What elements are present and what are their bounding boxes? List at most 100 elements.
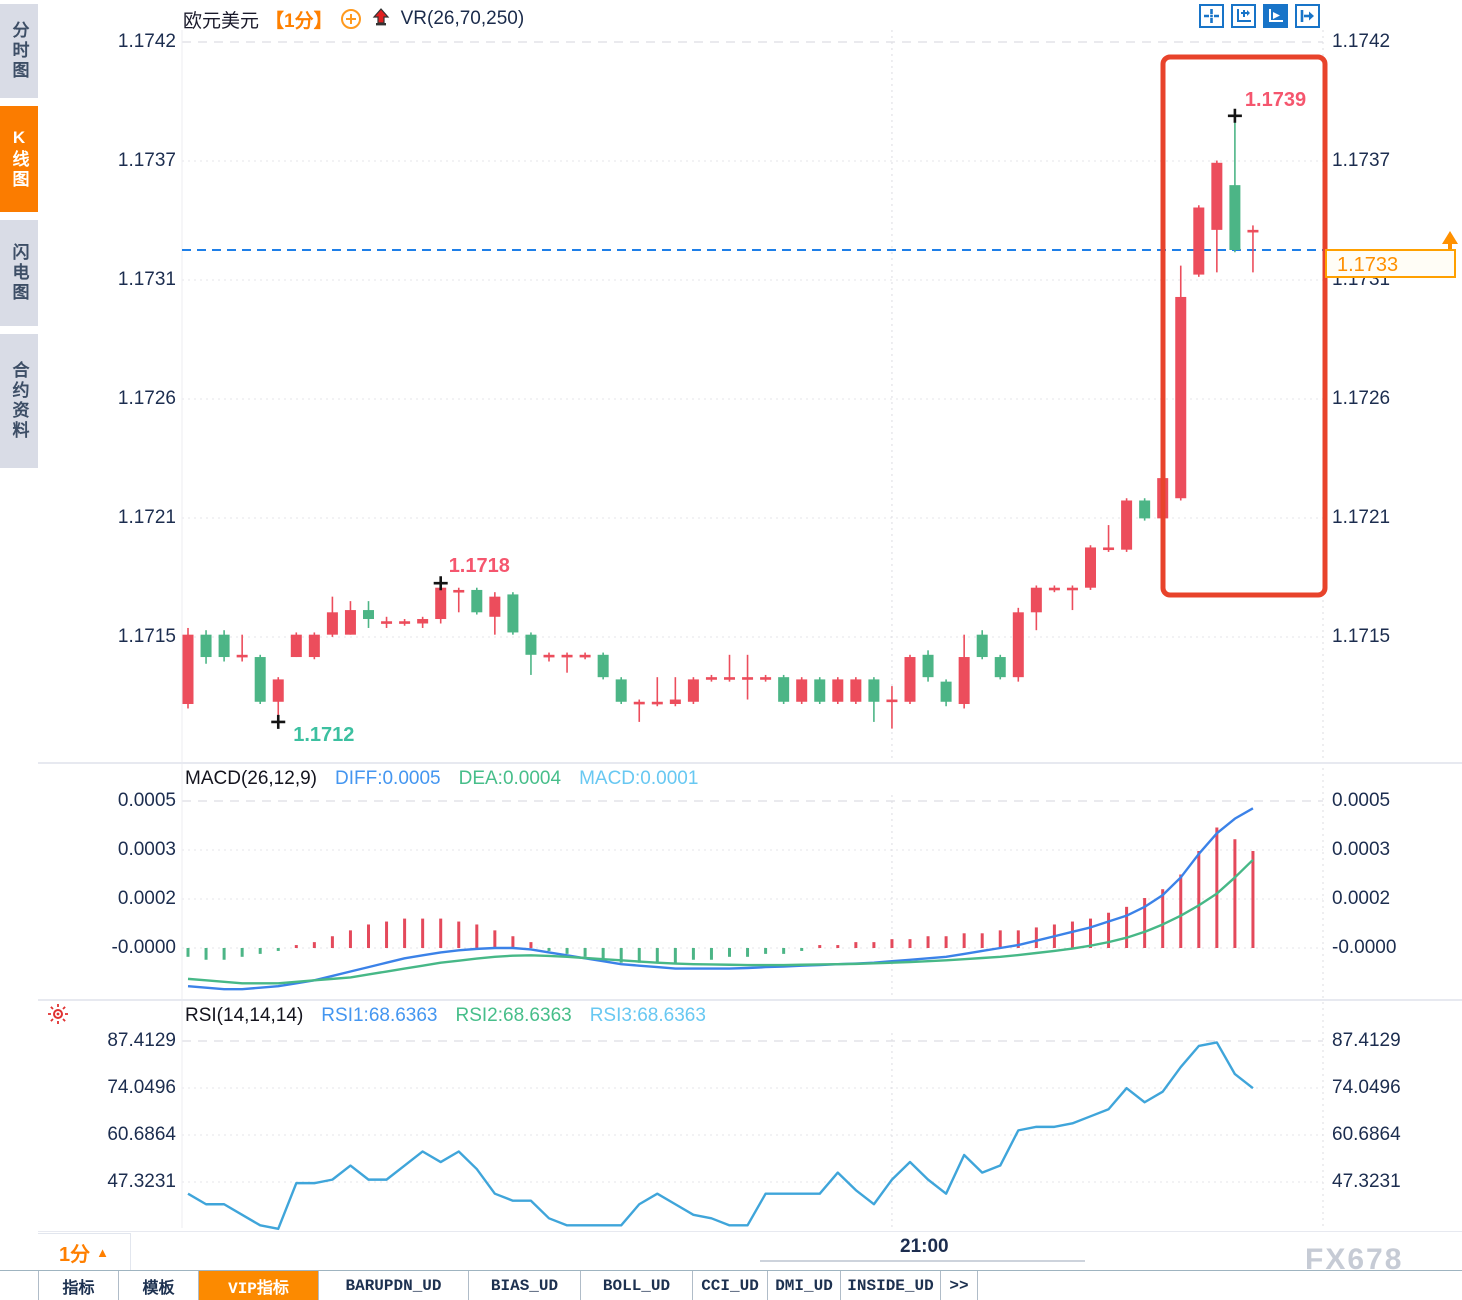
candle-body [886, 699, 898, 703]
price-axis-label-right: 1.1737 [1332, 150, 1391, 171]
candle-body [1121, 500, 1133, 550]
sidebar-item-3[interactable]: 合约资料 [0, 334, 38, 468]
macd-axis-label-right: 0.0003 [1332, 839, 1391, 860]
sidebar-item-2[interactable]: 闪电图 [0, 220, 38, 326]
rsi-axis-label-right: 60.6864 [1332, 1124, 1401, 1145]
indicator-label: VR(26,70,250) [400, 8, 525, 29]
price-axis-label-left: 1.1742 [117, 31, 176, 52]
add-compare-icon[interactable] [340, 9, 361, 29]
macd-dea-line [187, 858, 1254, 985]
candle-body [994, 657, 1006, 678]
candle-body [218, 634, 230, 658]
low-price-annotation: 1.1712 [293, 723, 355, 746]
rsi-axis-label-right: 47.3231 [1332, 1171, 1401, 1192]
chart-header: 欧元美元 【1分】 VR(26,70,250) [183, 6, 524, 32]
extreme-marker-icon [433, 576, 448, 591]
axis-range-icon[interactable] [1231, 4, 1256, 28]
candle-body [1048, 587, 1060, 591]
period-selector-button[interactable]: 1分 ▲ [38, 1233, 131, 1271]
scroll-indicator[interactable] [760, 1260, 1085, 1262]
macd-macd-readout: MACD:0.0001 [579, 768, 699, 789]
macd-diff-line [187, 807, 1254, 991]
tab-bias_ud[interactable]: BIAS_UD [469, 1271, 581, 1300]
candle-body [850, 679, 862, 702]
tab-barupdn_ud[interactable]: BARUPDN_UD [319, 1271, 469, 1300]
candle-body [399, 621, 411, 624]
tab-cci_ud[interactable]: CCI_UD [693, 1271, 768, 1300]
price-axis-label-left: 1.1715 [117, 626, 176, 647]
candle-body [471, 589, 483, 613]
tab-[interactable]: >> [941, 1271, 978, 1300]
tab-dmi_ud[interactable]: DMI_UD [768, 1271, 841, 1300]
period-selector-arrow-icon: ▲ [96, 1245, 109, 1260]
rsi-header: RSI(14,14,14) RSI1:68.6363 RSI2:68.6363 … [185, 1005, 706, 1027]
macd-axis-label-right: -0.0000 [1332, 937, 1397, 958]
macd-dea-readout: DEA:0.0004 [458, 768, 562, 789]
macd-axis-label-right: 0.0002 [1332, 888, 1391, 909]
rsi1-readout: RSI1:68.6363 [321, 1005, 438, 1026]
latest-price-arrow-stem [1448, 244, 1452, 250]
candle-body [1030, 587, 1042, 613]
tab-inside_ud[interactable]: INSIDE_UD [841, 1271, 941, 1300]
macd-header: MACD(26,12,9) DIFF:0.0005 DEA:0.0004 MAC… [185, 768, 698, 790]
time-axis-label: 21:00 [900, 1236, 949, 1257]
candle-body [705, 677, 717, 680]
candle-body [344, 610, 356, 635]
tab-vip[interactable]: VIP指标 [199, 1271, 319, 1300]
extreme-marker-icon [1227, 108, 1242, 123]
sidebar: 分时图 K线图闪电图合约资料 [0, 0, 38, 1270]
candle-body [940, 681, 952, 702]
candle-body [507, 594, 519, 633]
rsi-title: RSI(14,14,14) [185, 1005, 304, 1026]
sidebar-item-0[interactable]: 分时图 [0, 4, 38, 98]
candle-body [561, 654, 573, 658]
tab-bar-corner [0, 1271, 39, 1300]
up-arrow-icon [372, 8, 389, 26]
tab-boll_ud[interactable]: BOLL_UD [581, 1271, 693, 1300]
candle-body [651, 701, 663, 705]
symbol-name: 欧元美元 [183, 10, 260, 32]
candle-body [922, 654, 934, 678]
price-axis-label-right: 1.1742 [1332, 31, 1391, 52]
candle-body [435, 587, 447, 620]
candle-body [778, 677, 790, 702]
candle-body [1066, 587, 1078, 591]
candle-body [1139, 500, 1151, 519]
candle-body [724, 677, 735, 680]
auto-scale-icon[interactable] [1263, 4, 1288, 28]
price-axis-label-left: 1.1726 [117, 388, 176, 409]
candle-body [525, 634, 537, 655]
candle-body [832, 679, 844, 702]
candle-body [236, 654, 248, 658]
tab-[interactable]: 模板 [119, 1271, 199, 1300]
candle-body [1211, 162, 1223, 230]
price-axis-label-left: 1.1721 [117, 507, 176, 528]
price-axis-label-right: 1.1726 [1332, 388, 1391, 409]
macd-axis-label-left: 0.0005 [117, 790, 176, 811]
chart-toolbar [1199, 4, 1320, 28]
candle-body [1103, 547, 1115, 551]
sidebar-item-1[interactable]: K线图 [0, 106, 38, 212]
candle-body [326, 612, 338, 635]
candle-body [976, 634, 988, 658]
candle-body [290, 634, 302, 658]
candle-body [1175, 296, 1187, 499]
candle-body [272, 679, 284, 702]
candle-body [417, 619, 429, 624]
rsi2-readout: RSI2:68.6363 [455, 1005, 572, 1026]
candle-body [958, 657, 970, 705]
indicator-settings-sun-icon[interactable] [46, 1002, 70, 1026]
tab-[interactable]: 指标 [39, 1271, 119, 1300]
rsi-axis-label-left: 74.0496 [107, 1077, 176, 1098]
period-selector-label: 1分 [59, 1244, 91, 1266]
time-axis-strip [38, 1232, 1462, 1270]
crosshair-icon[interactable] [1199, 4, 1224, 28]
macd-diff-readout: DIFF:0.0005 [335, 768, 441, 789]
candle-body [363, 610, 374, 620]
jump-to-latest-icon[interactable] [1295, 4, 1320, 28]
macd-axis-label-left: 0.0003 [117, 839, 176, 860]
macd-title: MACD(26,12,9) [185, 768, 317, 789]
rsi3-readout: RSI3:68.6363 [589, 1005, 706, 1026]
